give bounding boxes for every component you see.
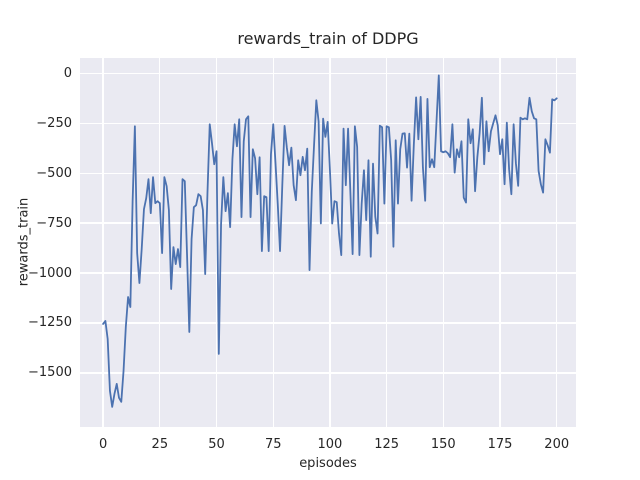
y-tick-label: −1500 bbox=[28, 365, 72, 381]
x-tick-label: 125 bbox=[374, 437, 400, 452]
x-tick-label: 175 bbox=[487, 437, 513, 452]
x-tick-label: 150 bbox=[430, 437, 456, 452]
y-tick-label: −1250 bbox=[28, 315, 72, 331]
x-gridline bbox=[329, 58, 331, 427]
y-tick-label: 0 bbox=[63, 65, 72, 81]
y-tick-label: −500 bbox=[36, 165, 72, 181]
y-gridline bbox=[80, 322, 576, 324]
y-tick-label: −1000 bbox=[28, 265, 72, 281]
x-tick-label: 200 bbox=[544, 437, 570, 452]
x-tick-label: 100 bbox=[317, 437, 343, 452]
x-tick-label: 0 bbox=[98, 437, 108, 452]
plot-area bbox=[80, 58, 576, 427]
y-gridline bbox=[80, 222, 576, 224]
x-gridline bbox=[442, 58, 444, 427]
y-tick-label: −750 bbox=[36, 215, 72, 231]
x-gridline bbox=[159, 58, 161, 427]
y-gridline bbox=[80, 272, 576, 274]
x-axis-label: episodes bbox=[299, 456, 357, 471]
x-gridline bbox=[215, 58, 218, 427]
x-gridline bbox=[499, 58, 501, 427]
y-tick-label: −250 bbox=[36, 115, 72, 131]
y-gridline bbox=[80, 172, 576, 174]
y-gridline bbox=[80, 72, 576, 75]
x-gridline bbox=[272, 58, 274, 427]
y-gridline bbox=[80, 372, 576, 374]
chart-title: rewards_train of DDPG bbox=[237, 29, 419, 48]
x-tick-label: 50 bbox=[208, 437, 225, 452]
x-gridline bbox=[102, 58, 104, 427]
rewards-train-line bbox=[102, 74, 558, 408]
x-gridline bbox=[556, 58, 558, 427]
line-chart-canvas bbox=[102, 74, 558, 408]
x-tick-label: 25 bbox=[151, 437, 169, 452]
x-gridline bbox=[385, 58, 388, 427]
x-tick-label: 75 bbox=[264, 437, 282, 452]
